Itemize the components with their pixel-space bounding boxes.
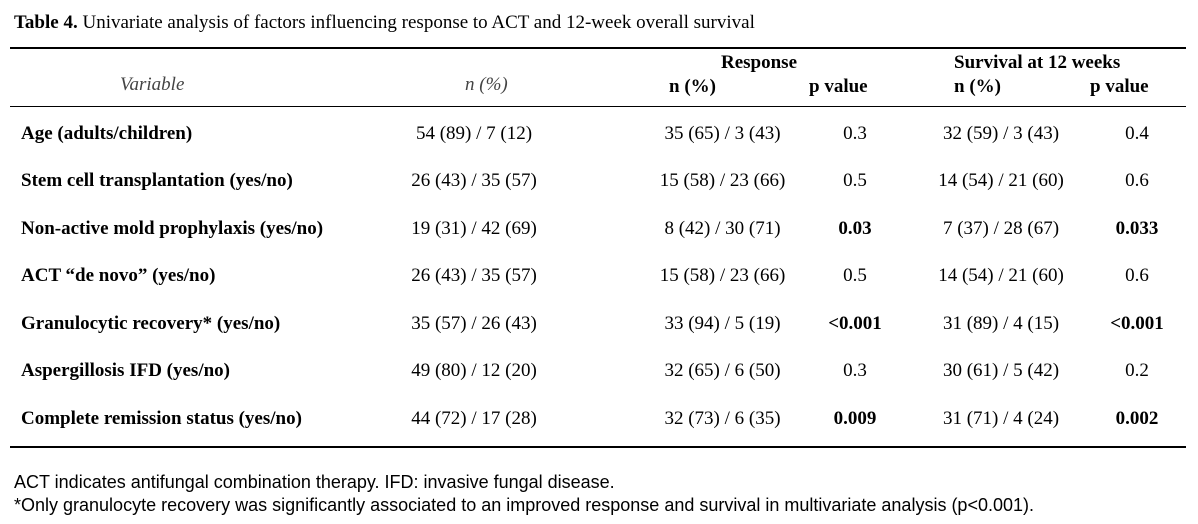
cell-survival-n: 14 (54) / 21 (60)	[938, 170, 1064, 191]
table-row: ACT “de novo” (yes/no) 26 (43) / 35 (57) 1…	[0, 265, 1198, 295]
header-response-n: n (%)	[669, 76, 716, 97]
header-survival: Survival at 12 weeks	[954, 52, 1121, 73]
header-survival-n: n (%)	[954, 76, 1001, 97]
cell-variable: Age (adults/children)	[21, 123, 193, 144]
table-caption-label: Table 4.	[14, 12, 78, 33]
table-top-rule	[10, 47, 1186, 49]
cell-variable: Granulocytic recovery* (yes/no)	[21, 313, 281, 334]
cell-survival-p: 0.033	[1115, 218, 1159, 239]
cell-response-n: 15 (58) / 23 (66)	[659, 170, 786, 191]
cell-response-p: 0.5	[843, 265, 867, 286]
cell-variable: ACT “de novo” (yes/no)	[21, 265, 216, 286]
cell-survival-p: 0.6	[1125, 170, 1149, 191]
cell-response-p: 0.03	[838, 218, 872, 239]
cell-n-pct: 19 (31) / 42 (69)	[411, 218, 537, 239]
cell-n-pct: 49 (80) / 12 (20)	[411, 360, 537, 381]
cell-survival-n: 30 (61) / 5 (42)	[942, 360, 1060, 381]
cell-response-p: 0.009	[833, 408, 877, 429]
cell-survival-n: 31 (71) / 4 (24)	[942, 408, 1060, 429]
cell-response-p: 0.3	[843, 360, 867, 381]
cell-response-p: 0.5	[843, 170, 867, 191]
cell-n-pct: 26 (43) / 35 (57)	[411, 265, 537, 286]
footnote-abbreviations: ACT indicates antifungal combination the…	[14, 472, 615, 492]
table-row: Granulocytic recovery* (yes/no) 35 (57) /…	[0, 313, 1198, 343]
cell-response-n: 15 (58) / 23 (66)	[659, 265, 786, 286]
header-n-pct: n (%)	[465, 74, 508, 95]
table-row: Age (adults/children) 54 (89) / 7 (12) 35 …	[0, 123, 1198, 153]
table-row: Aspergillosis IFD (yes/no) 49 (80) / 12 (…	[0, 360, 1198, 390]
cell-survival-n: 7 (37) / 28 (67)	[942, 218, 1060, 239]
cell-response-p: <0.001	[828, 313, 882, 334]
cell-survival-p: 0.4	[1125, 123, 1149, 144]
cell-survival-p: 0.6	[1125, 265, 1149, 286]
header-response-p: p value	[809, 76, 868, 97]
table-header-rule	[10, 106, 1186, 107]
cell-n-pct: 35 (57) / 26 (43)	[411, 313, 537, 334]
table-caption-text: Univariate analysis of factors influenci…	[77, 12, 755, 33]
cell-variable: Complete remission status (yes/no)	[21, 408, 302, 429]
footnote-multivariate: *Only granulocyte recovery was significa…	[14, 495, 1034, 515]
cell-response-n: 33 (94) / 5 (19)	[664, 313, 781, 334]
cell-variable: Aspergillosis IFD (yes/no)	[21, 360, 230, 381]
table-row: Stem cell transplantation (yes/no) 26 (43…	[0, 170, 1198, 200]
header-survival-p: p value	[1090, 76, 1149, 97]
header-variable: Variable	[120, 74, 185, 95]
cell-response-n: 35 (65) / 3 (43)	[664, 123, 781, 144]
cell-variable: Stem cell transplantation (yes/no)	[21, 170, 293, 191]
header-response: Response	[721, 52, 798, 73]
cell-response-n: 8 (42) / 30 (71)	[664, 218, 781, 239]
table-row: Complete remission status (yes/no) 44 (72…	[0, 408, 1198, 438]
cell-response-p: 0.3	[843, 123, 867, 144]
cell-survival-p: <0.001	[1110, 313, 1164, 334]
cell-variable: Non-active mold prophylaxis (yes/no)	[21, 218, 324, 239]
cell-n-pct: 44 (72) / 17 (28)	[411, 408, 537, 429]
cell-n-pct: 54 (89) / 7 (12)	[415, 123, 533, 144]
cell-response-n: 32 (73) / 6 (35)	[664, 408, 781, 429]
table-row: Non-active mold prophylaxis (yes/no) 19 (…	[0, 218, 1198, 248]
cell-survival-n: 32 (59) / 3 (43)	[942, 123, 1060, 144]
cell-survival-n: 14 (54) / 21 (60)	[938, 265, 1064, 286]
cell-response-n: 32 (65) / 6 (50)	[664, 360, 781, 381]
cell-survival-p: 0.2	[1125, 360, 1149, 381]
cell-n-pct: 26 (43) / 35 (57)	[411, 170, 537, 191]
table-caption: Table 4. Univariate analysis of factors …	[14, 12, 755, 34]
table-bottom-rule	[10, 446, 1186, 448]
cell-survival-p: 0.002	[1115, 408, 1159, 429]
cell-survival-n: 31 (89) / 4 (15)	[942, 313, 1060, 334]
